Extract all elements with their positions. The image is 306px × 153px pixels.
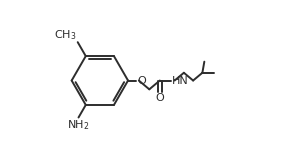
- Text: O: O: [155, 93, 164, 103]
- Text: O: O: [137, 76, 146, 86]
- Text: NH$_2$: NH$_2$: [67, 119, 89, 132]
- Text: HN: HN: [172, 76, 188, 86]
- Text: CH$_3$: CH$_3$: [54, 28, 77, 42]
